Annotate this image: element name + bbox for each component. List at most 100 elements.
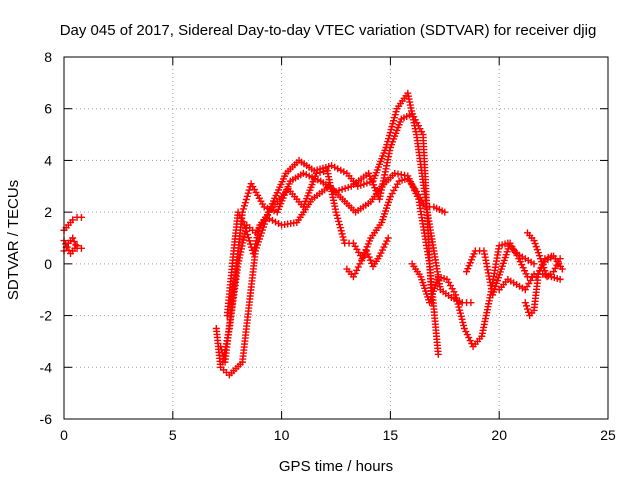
y-tick-label: 4 xyxy=(44,152,52,168)
grid-lines xyxy=(64,57,608,419)
data-point xyxy=(521,299,529,307)
data-point xyxy=(77,244,85,252)
x-tick-label: 5 xyxy=(169,427,177,443)
x-tick-label: 20 xyxy=(491,427,507,443)
trace-marker xyxy=(338,185,346,193)
x-axis-label: GPS time / hours xyxy=(279,458,393,475)
data-point xyxy=(441,208,449,216)
data-point xyxy=(69,216,77,224)
y-tick-label: -2 xyxy=(40,308,53,324)
data-point xyxy=(77,213,85,221)
data-point xyxy=(541,255,549,263)
trace-marker xyxy=(357,181,365,189)
x-tick-label: 15 xyxy=(383,427,399,443)
trace-marker xyxy=(62,240,70,248)
trace-marker xyxy=(253,234,261,242)
data-point xyxy=(362,247,370,255)
trace-marker xyxy=(242,224,250,232)
trace-marker xyxy=(538,261,546,269)
trace-marker xyxy=(354,263,362,271)
data-point xyxy=(547,252,555,260)
trace-marker xyxy=(331,163,339,171)
series-pass-h xyxy=(343,234,392,281)
trace-marker xyxy=(251,240,259,248)
trace-marker xyxy=(353,266,361,274)
trace-marker xyxy=(272,218,280,226)
trace-marker xyxy=(365,253,373,261)
trace-marker xyxy=(254,231,262,239)
y-tick-label: 2 xyxy=(44,204,52,220)
data-point xyxy=(241,221,249,229)
trace-marker xyxy=(244,231,252,239)
trace-marker xyxy=(344,183,352,191)
data-point xyxy=(534,270,542,278)
data-point xyxy=(356,260,364,268)
trace-marker xyxy=(457,312,465,320)
trace-marker xyxy=(359,253,367,261)
trace-marker xyxy=(72,241,80,249)
trace-marker xyxy=(334,165,342,173)
trace-marker xyxy=(335,221,343,229)
series-pass-l xyxy=(523,229,564,281)
trace-marker xyxy=(554,258,562,266)
trace-marker xyxy=(70,237,78,245)
trace-marker xyxy=(263,204,271,212)
tick-labels: 0 5 10 15 20 25 -6 -4 -2 0 2 4 6 8 xyxy=(40,49,616,443)
data-point xyxy=(328,162,336,170)
trace-marker xyxy=(337,227,345,235)
trace-marker xyxy=(540,258,548,266)
trace-marker xyxy=(252,237,260,245)
trace-marker xyxy=(316,168,324,176)
trace-marker xyxy=(460,321,468,329)
trace-marker xyxy=(243,192,251,200)
trace-marker xyxy=(360,180,368,188)
data-layer xyxy=(60,89,566,379)
trace-marker xyxy=(337,166,345,174)
trace-marker xyxy=(334,214,342,222)
trace-marker xyxy=(459,318,467,326)
data-point xyxy=(312,169,320,177)
x-tick-label: 0 xyxy=(60,427,68,443)
trace-marker xyxy=(553,261,561,269)
trace-marker xyxy=(251,243,259,251)
data-point xyxy=(69,234,77,242)
data-point xyxy=(349,273,357,281)
trace-marker xyxy=(455,303,463,311)
trace-marker xyxy=(536,267,544,275)
y-axis-label: SDTVAR / TECUs xyxy=(5,180,22,300)
trace-marker xyxy=(340,168,348,176)
trace-marker xyxy=(241,199,249,207)
trace-marker xyxy=(63,243,71,251)
data-point xyxy=(530,260,538,268)
trace-marker xyxy=(254,227,262,235)
trace-marker xyxy=(454,300,462,308)
x-tick-label: 10 xyxy=(274,427,290,443)
y-tick-label: -4 xyxy=(40,359,53,375)
data-point xyxy=(556,255,564,263)
trace-marker xyxy=(268,216,276,224)
data-point xyxy=(384,234,392,242)
axis-ticks xyxy=(63,56,609,420)
trace-marker xyxy=(339,233,347,241)
chart-title: Day 045 of 2017, Sidereal Day-to-day VTE… xyxy=(60,22,597,39)
data-point xyxy=(249,250,257,258)
trace-marker xyxy=(239,218,247,226)
trace-marker xyxy=(336,224,344,232)
trace-marker xyxy=(243,227,251,235)
trace-marker xyxy=(236,211,244,219)
trace-marker xyxy=(240,202,248,210)
trace-marker xyxy=(245,237,253,245)
trace-marker xyxy=(351,270,359,278)
trace-marker xyxy=(522,302,530,310)
data-point xyxy=(434,350,442,358)
data-point xyxy=(556,275,564,283)
trace-marker xyxy=(239,205,247,213)
trace-marker xyxy=(244,189,252,197)
data-point xyxy=(354,182,362,190)
data-point xyxy=(260,203,268,211)
x-tick-label: 25 xyxy=(600,427,616,443)
data-point xyxy=(234,208,242,216)
trace-marker xyxy=(363,179,371,187)
trace-marker xyxy=(551,264,559,272)
